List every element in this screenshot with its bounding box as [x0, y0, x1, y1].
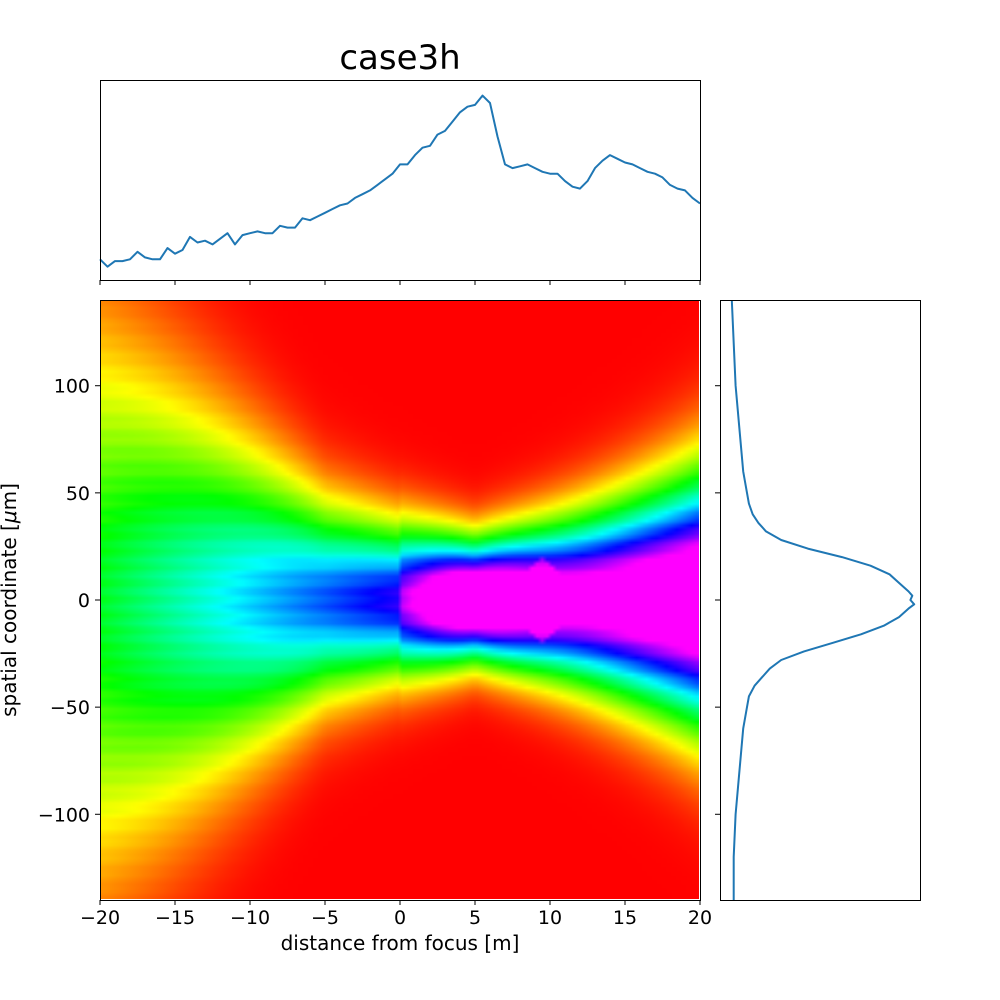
heatmap-image — [101, 301, 699, 899]
x-tick-label: −20 — [80, 907, 120, 929]
right-profile-frame — [720, 300, 921, 901]
y-tick-label: −100 — [38, 804, 90, 826]
y-tick-label: 0 — [78, 590, 90, 612]
x-tick-label: 15 — [613, 907, 637, 929]
top-profile-line — [99, 94, 701, 268]
right-profile-yticks — [715, 385, 720, 815]
x-tick-label: 10 — [538, 907, 562, 929]
x-tick-label: 20 — [688, 907, 712, 929]
x-tick-label: −15 — [155, 907, 195, 929]
right-profile-axes — [715, 299, 921, 901]
x-tick-label: −10 — [230, 907, 270, 929]
y-tick-label: 100 — [54, 376, 90, 398]
y-axis-label: spatial coordinate [μm] — [0, 483, 21, 717]
top-profile-axes — [99, 80, 701, 285]
x-tick-label: −5 — [311, 907, 339, 929]
heatmap-xticks: −20 −15 −10 −5 0 5 10 15 20 — [80, 900, 712, 929]
chart-title: case3h — [339, 38, 461, 78]
y-tick-label: −50 — [50, 697, 90, 719]
x-tick-label: 5 — [469, 907, 481, 929]
heatmap-frame — [100, 300, 701, 901]
x-axis-label: distance from focus [m] — [281, 931, 520, 955]
top-profile-frame — [100, 80, 701, 281]
heatmap-yticks: 100 50 0 −50 −100 — [38, 376, 100, 826]
top-profile-xticks — [99, 280, 701, 285]
right-profile-line — [730, 299, 916, 900]
y-tick-label: 50 — [66, 483, 90, 505]
x-tick-label: 0 — [394, 907, 406, 929]
